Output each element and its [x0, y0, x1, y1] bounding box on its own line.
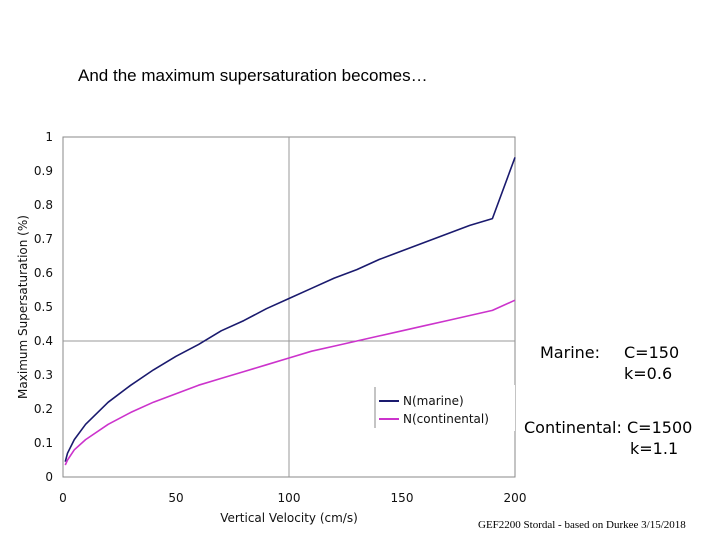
x-tick-label-200: 200 — [504, 491, 527, 505]
y-tick-label-1: 1 — [45, 130, 53, 144]
x-tick-label-50: 50 — [168, 491, 183, 505]
series-line-continental — [64, 299, 516, 466]
legend-box — [375, 385, 515, 431]
y-tick-label-0.8: 0.8 — [34, 198, 53, 212]
y-axis-ticks: 0 0.1 0.2 0.3 0.4 0.5 0.6 0.7 0.8 0.9 1 — [34, 130, 53, 484]
y-tick-label-0.2: 0.2 — [34, 402, 53, 416]
continental-label: Continental: — [524, 418, 622, 437]
slide-title: And the maximum supersaturation becomes… — [78, 66, 428, 85]
y-axis-title: Maximum Supersaturation (%) — [16, 215, 30, 399]
slide-footer: GEF2200 Stordal - based on Durkee 3/15/2… — [478, 519, 686, 531]
marine-label: Marine: — [540, 343, 601, 362]
x-tick-label-150: 150 — [391, 491, 414, 505]
y-tick-label-0.7: 0.7 — [34, 232, 53, 246]
y-tick-label-0.1: 0.1 — [34, 436, 53, 450]
x-axis-title: Vertical Velocity (cm/s) — [220, 511, 358, 525]
y-tick-label-0.3: 0.3 — [34, 368, 53, 382]
y-tick-label-0: 0 — [45, 470, 53, 484]
series-line-marine — [64, 157, 516, 462]
marine-k-value: k=0.6 — [624, 364, 673, 383]
continental-c-value: C=1500 — [627, 418, 693, 437]
x-tick-label-0: 0 — [59, 491, 67, 505]
series-lines — [64, 157, 516, 466]
y-tick-label-0.5: 0.5 — [34, 300, 53, 314]
y-tick-label-0.4: 0.4 — [34, 334, 53, 348]
y-tick-label-0.9: 0.9 — [34, 164, 53, 178]
y-tick-label-0.6: 0.6 — [34, 266, 53, 280]
legend-label-continental: N(continental) — [403, 412, 489, 426]
legend-label-marine: N(marine) — [403, 394, 464, 408]
marine-c-value: C=150 — [624, 343, 680, 362]
continental-k-value: k=1.1 — [630, 439, 679, 458]
legend: N(marine) N(continental) — [374, 385, 515, 431]
x-tick-label-100: 100 — [278, 491, 301, 505]
x-axis-ticks: 0 50 100 150 200 — [59, 491, 526, 505]
